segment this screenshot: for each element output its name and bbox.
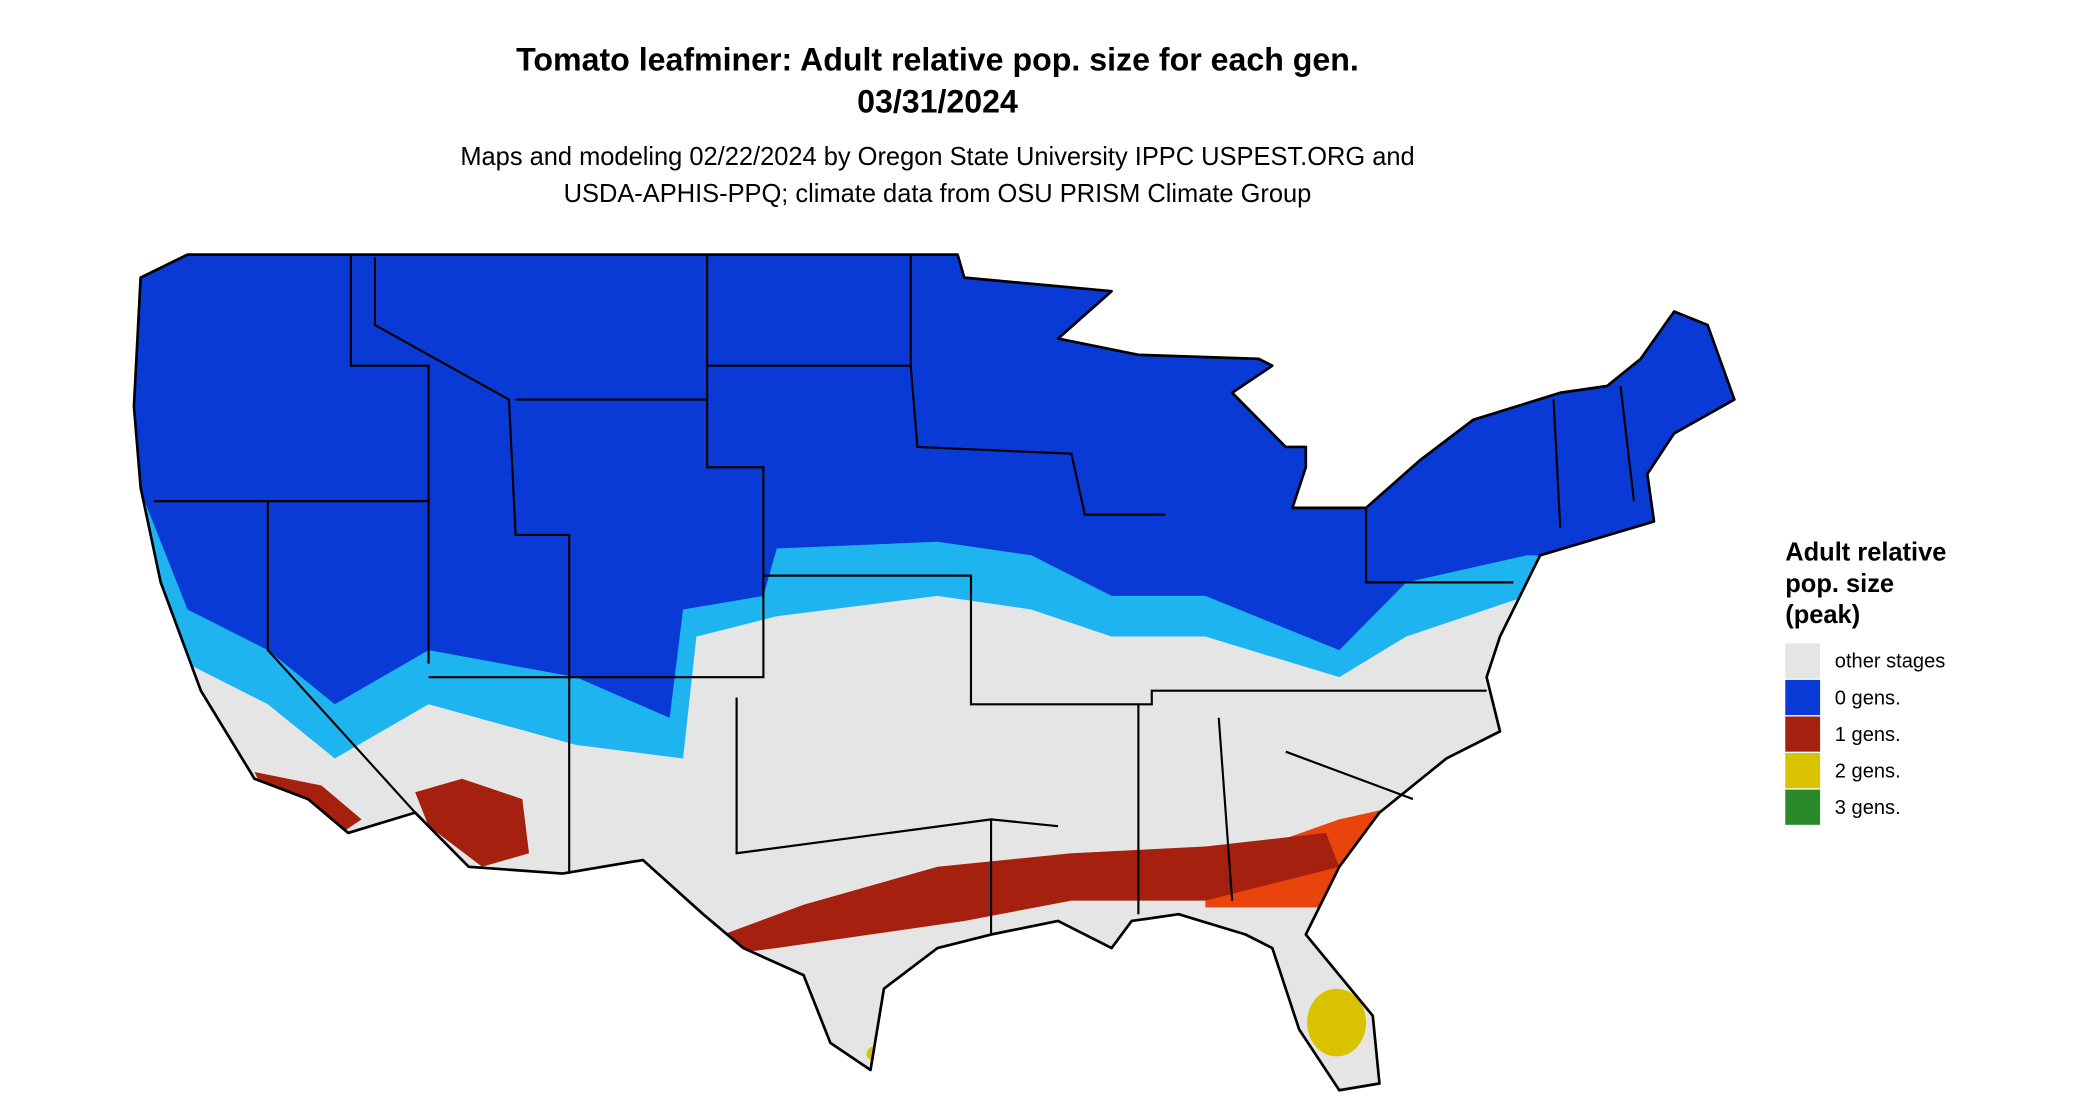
- region-1-gens: [415, 778, 530, 867]
- legend-label: 3 gens.: [1835, 797, 1901, 819]
- date: 03/31/2024: [857, 83, 1018, 119]
- legend-swatch: [1785, 643, 1821, 679]
- legend-title: Adult relative: [1785, 539, 1946, 567]
- legend-title: pop. size: [1785, 570, 1894, 598]
- title: Tomato leafminer: Adult relative pop. si…: [516, 41, 1359, 77]
- legend-swatch: [1785, 716, 1821, 752]
- region-2-gens: [866, 1045, 888, 1062]
- legend: Adult relative pop. size (peak) other st…: [1785, 539, 1946, 825]
- legend-label: 0 gens.: [1835, 687, 1901, 709]
- region-2-gens: [1307, 988, 1367, 1057]
- state-lines: [154, 254, 1635, 935]
- legend-title: (peak): [1785, 601, 1860, 629]
- region-1-gens: [723, 832, 1340, 955]
- legend-swatch: [1785, 789, 1821, 825]
- subtitle: USDA-APHIS-PPQ; climate data from OSU PR…: [564, 180, 1312, 208]
- legend-label: 1 gens.: [1835, 724, 1901, 746]
- legend-label: other stages: [1835, 651, 1945, 673]
- legend-swatch: [1785, 679, 1821, 716]
- legend-swatch: [1785, 753, 1821, 789]
- legend-label: 2 gens.: [1835, 760, 1901, 782]
- region-0-gens: [133, 254, 1735, 718]
- subtitle: Maps and modeling 02/22/2024 by Oregon S…: [460, 143, 1414, 171]
